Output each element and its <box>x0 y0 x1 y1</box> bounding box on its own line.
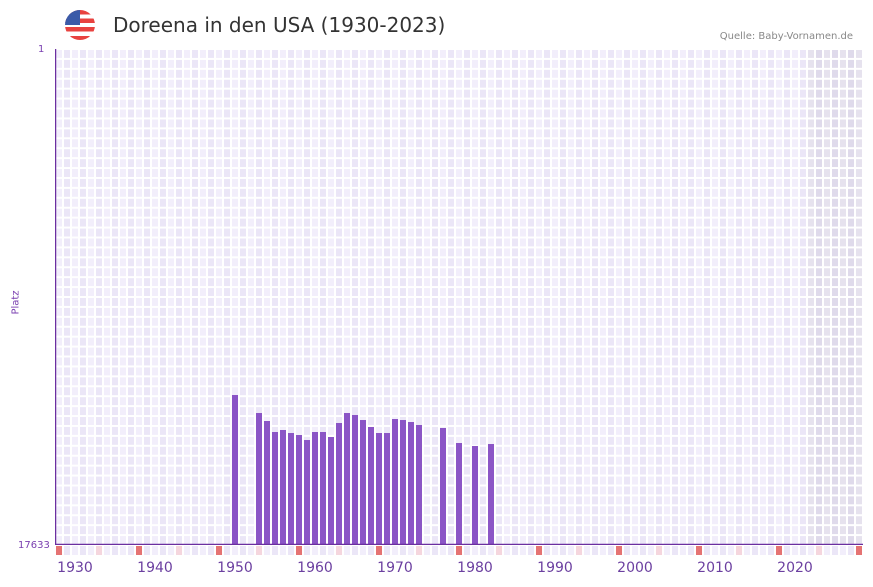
x-tick-1990: 1990 <box>537 560 573 576</box>
source-credit: Quelle: Baby-Vornamen.de <box>719 31 853 42</box>
bar-1964[interactable] <box>344 413 350 545</box>
bar-1962[interactable] <box>328 437 334 545</box>
bar-1953[interactable] <box>256 413 262 545</box>
bar-1967[interactable] <box>368 426 374 545</box>
bar-1971[interactable] <box>400 420 406 545</box>
chart-plot-area <box>55 49 863 545</box>
bar-1973[interactable] <box>416 424 422 545</box>
bar-1958[interactable] <box>296 435 302 545</box>
bar-1960[interactable] <box>312 431 318 545</box>
bar-1968[interactable] <box>376 433 382 545</box>
x-tick-2010: 2010 <box>697 560 733 576</box>
bar-1950[interactable] <box>232 395 238 545</box>
bar-1965[interactable] <box>352 415 358 545</box>
x-tick-1940: 1940 <box>137 560 173 576</box>
bar-1956[interactable] <box>280 430 286 545</box>
x-tick-2000: 2000 <box>617 560 653 576</box>
us-flag-icon <box>65 10 95 40</box>
year-marker-row <box>56 546 862 555</box>
y-tick-bottom: 17633 <box>18 540 50 551</box>
bar-1959[interactable] <box>304 440 310 545</box>
x-axis-labels: 1930 1940 1950 1960 1970 1980 1990 2000 2010 2020 <box>0 560 873 580</box>
chart-title: Doreena in den USA (1930-2023) <box>113 13 446 37</box>
bar-1955[interactable] <box>272 431 278 545</box>
bar-1972[interactable] <box>408 422 414 545</box>
x-tick-1980: 1980 <box>457 560 493 576</box>
bar-1961[interactable] <box>320 431 326 545</box>
bar-1966[interactable] <box>360 420 366 545</box>
y-tick-top: 1 <box>38 44 45 55</box>
x-tick-1960: 1960 <box>297 560 333 576</box>
x-tick-1950: 1950 <box>217 560 253 576</box>
bar-1982[interactable] <box>488 444 494 545</box>
bar-1957[interactable] <box>288 433 294 545</box>
y-axis-title: Platz <box>10 290 22 315</box>
bar-1969[interactable] <box>384 433 390 545</box>
x-tick-2020: 2020 <box>777 560 813 576</box>
bar-1980[interactable] <box>472 446 478 545</box>
x-tick-1970: 1970 <box>377 560 413 576</box>
bar-1970[interactable] <box>392 419 398 545</box>
bar-1978[interactable] <box>456 442 462 545</box>
bar-1963[interactable] <box>336 422 342 545</box>
bar-1976[interactable] <box>440 428 446 545</box>
x-tick-1930: 1930 <box>57 560 93 576</box>
bar-1954[interactable] <box>264 421 270 545</box>
